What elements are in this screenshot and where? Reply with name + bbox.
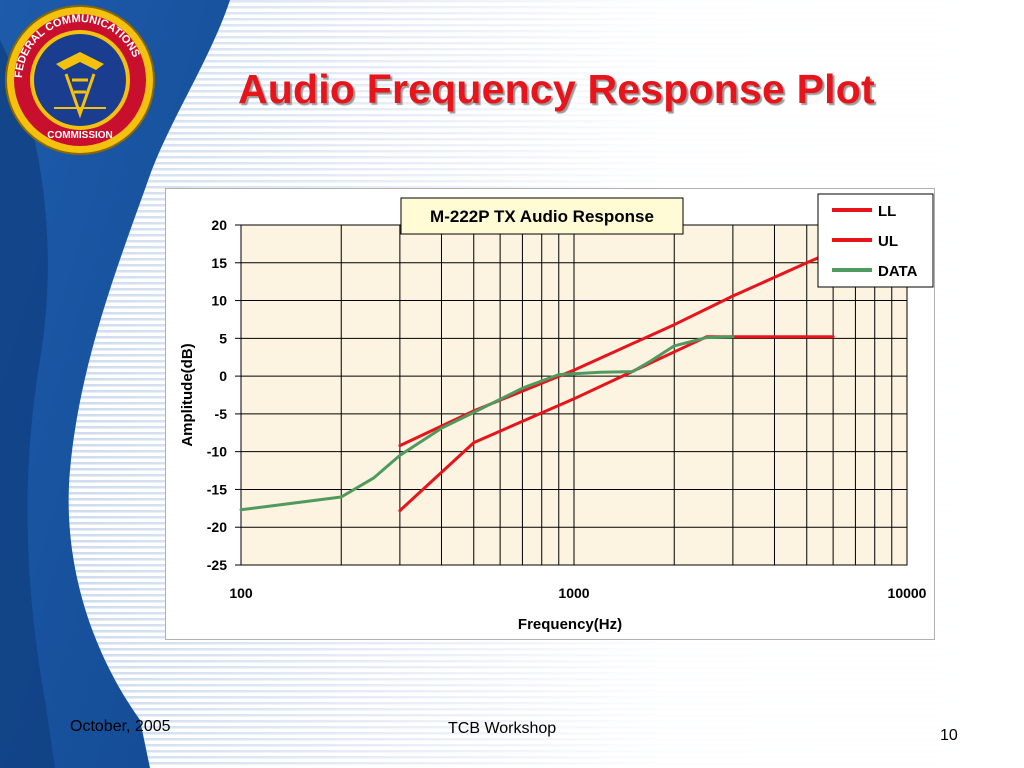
series-lines (239, 249, 835, 513)
y-tick-label: 5 (219, 330, 227, 346)
x-tick-label: 1000 (558, 585, 589, 601)
y-tick-label: 20 (211, 217, 227, 233)
legend-label-data: DATA (878, 263, 918, 280)
y-tick-label: -25 (207, 557, 227, 573)
x-tick-label: 10000 (888, 585, 927, 601)
y-axis-label: Amplitude(dB) (179, 343, 196, 446)
chart-title: M-222P TX Audio Response (430, 207, 654, 226)
y-tick-label: 0 (219, 368, 227, 384)
svg-text:COMMISSION: COMMISSION (47, 130, 113, 141)
slide-title: Audio Frequency Response Plot (238, 66, 875, 112)
fcc-seal-logo: FEDERAL COMMUNICATIONS COMMISSION (4, 4, 156, 156)
y-tick-label: -10 (207, 444, 227, 460)
legend: LL UL DATA (832, 203, 918, 280)
grid-lines (241, 225, 907, 565)
footer-event: TCB Workshop (448, 720, 557, 737)
y-tick-label: 15 (211, 255, 227, 271)
y-tick-label: -5 (215, 406, 228, 422)
page-number: 10 (940, 727, 958, 744)
x-tick-label: 100 (229, 585, 253, 601)
y-tick-label: -15 (207, 481, 227, 497)
legend-label-ul: UL (878, 233, 898, 250)
chart-title-box (400, 197, 684, 235)
y-tick-label: 10 (211, 293, 227, 309)
chart-frame: 20 15 10 5 0 -5 -10 -15 -20 -25 100 1000 10000 M-222… (165, 188, 935, 640)
footer-date: October, 2005 (70, 718, 171, 735)
series-line-data (239, 335, 735, 512)
y-tick-label: -20 (207, 519, 227, 535)
legend-label-ll: LL (878, 203, 896, 220)
x-axis-label: Frequency(Hz) (518, 616, 622, 633)
